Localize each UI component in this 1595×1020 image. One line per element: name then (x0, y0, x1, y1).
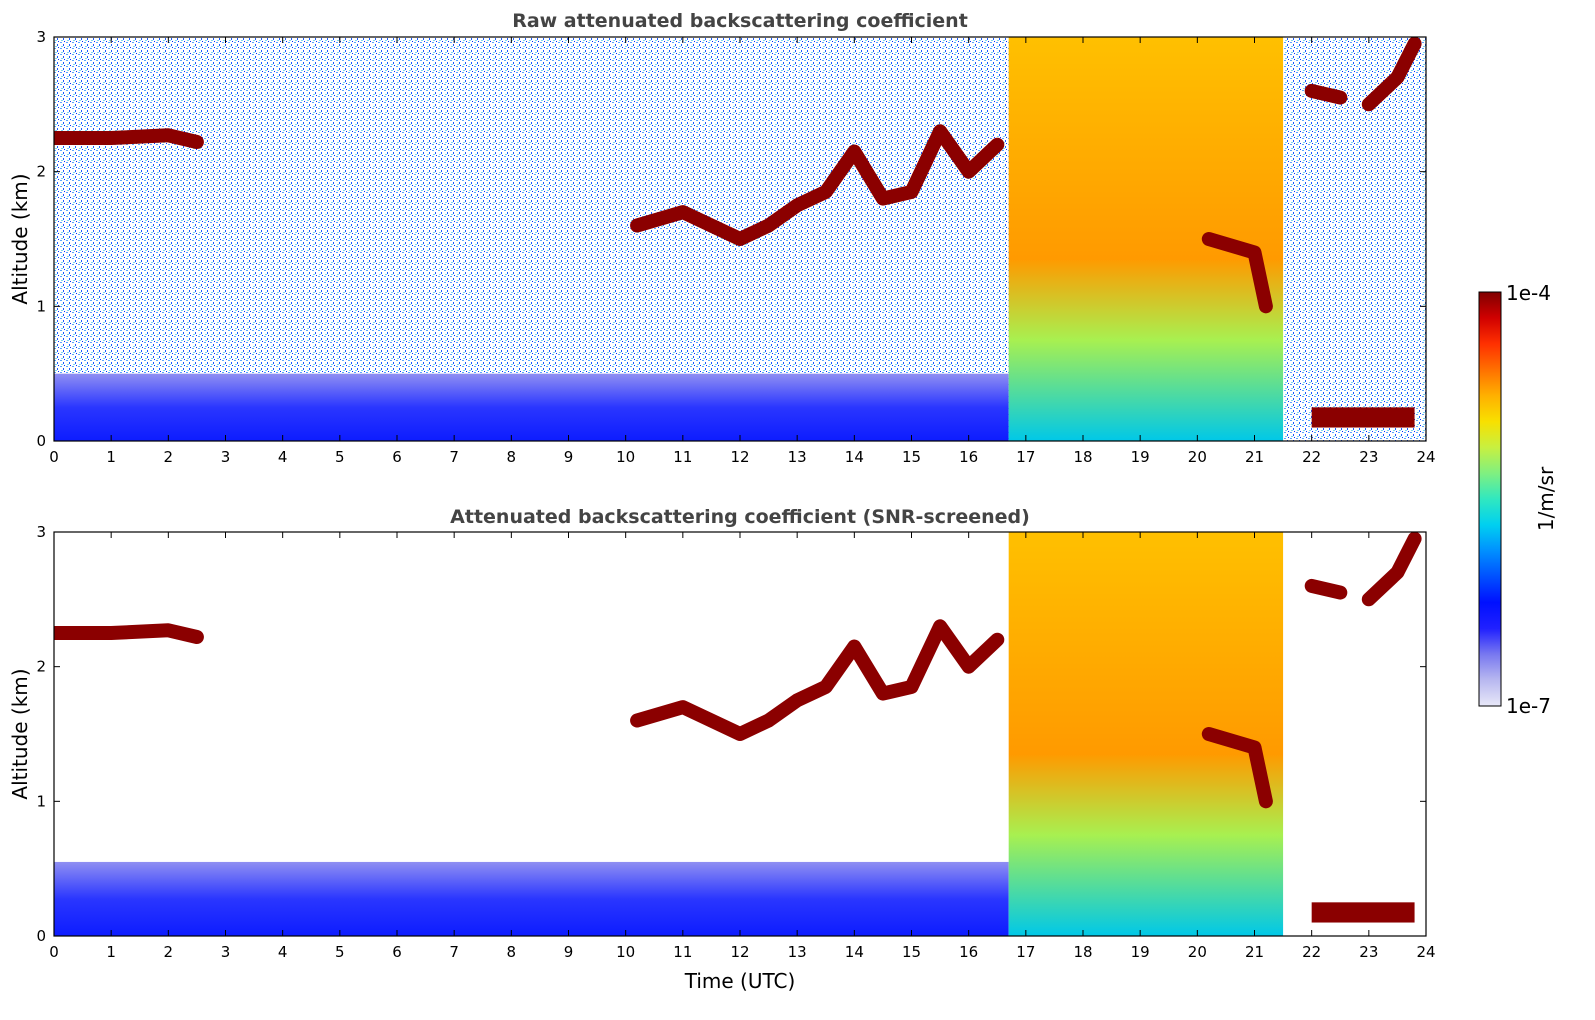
cloud-layer (1361, 37, 1422, 112)
x-tick-label: 17 (1016, 943, 1035, 961)
x-tick-label: 2 (164, 943, 174, 961)
x-tick-label: 2 (164, 448, 174, 466)
rain-column (1008, 532, 1284, 936)
rain-column (1008, 37, 1284, 441)
y-tick-label: 1 (36, 792, 46, 810)
fog-layer (1311, 407, 1415, 428)
cloud-layer (630, 124, 1005, 246)
x-tick-label: 16 (959, 943, 978, 961)
x-tick-label: 10 (616, 943, 635, 961)
y-tick-label: 2 (36, 163, 46, 181)
x-tick-label: 8 (507, 448, 517, 466)
cloud-layer (1361, 532, 1422, 607)
colorbar-min-label: 1e-7 (1506, 694, 1551, 718)
x-tick-label: 19 (1131, 943, 1150, 961)
y-tick-label: 0 (36, 432, 46, 450)
cloud-layer (1201, 727, 1273, 809)
x-tick-label: 0 (49, 448, 59, 466)
y-tick-label: 1 (36, 297, 46, 315)
x-tick-label: 14 (845, 943, 864, 961)
x-tick-label: 15 (902, 448, 921, 466)
x-tick-label: 20 (1188, 448, 1207, 466)
x-tick-label: 17 (1016, 448, 1035, 466)
panel-raw: Raw attenuated backscattering coefficien… (8, 10, 1436, 466)
y-tick-label: 3 (36, 28, 46, 46)
heatmap-features (54, 37, 1422, 441)
x-tick-label: 23 (1359, 943, 1378, 961)
panel-title: Attenuated backscattering coefficient (S… (450, 506, 1030, 528)
y-tick-label: 2 (36, 658, 46, 676)
cloud-layer (1201, 232, 1273, 314)
y-axis-label: Altitude (km) (8, 173, 32, 304)
x-tick-label: 6 (392, 448, 402, 466)
y-axis: 0 1 2 3 (36, 523, 1426, 945)
x-tick-label: 12 (730, 943, 749, 961)
y-tick-label: 0 (36, 927, 46, 945)
x-tick-label: 23 (1359, 448, 1378, 466)
colorbar-label: 1/m/sr (1534, 466, 1558, 531)
colorbar: 1e-4 1e-7 1/m/sr (1478, 281, 1558, 718)
x-tick-label: 0 (49, 943, 59, 961)
x-tick-label: 14 (845, 448, 864, 466)
panel-title: Raw attenuated backscattering coefficien… (512, 10, 968, 32)
cloud-layer (1304, 83, 1348, 105)
cloud-layer (1304, 578, 1348, 600)
x-axis: 0 1 2 3 4 5 6 7 8 9 10 11 12 13 14 15 16 17 18 19 20 21 22 23 24 (49, 37, 1436, 466)
y-axis: 0 1 2 3 (36, 28, 1426, 450)
x-tick-label: 1 (106, 448, 116, 466)
x-axis-label: Time (UTC) (684, 969, 796, 993)
x-tick-label: 10 (616, 448, 635, 466)
x-tick-label: 19 (1131, 448, 1150, 466)
x-tick-label: 18 (1073, 943, 1092, 961)
x-tick-label: 22 (1302, 943, 1321, 961)
x-tick-label: 3 (221, 943, 231, 961)
x-tick-label: 4 (278, 943, 288, 961)
cloud-layer (630, 619, 1005, 741)
x-tick-label: 13 (788, 448, 807, 466)
x-axis: 0 1 2 3 4 5 6 7 8 9 10 11 12 13 14 15 16 17 18 19 20 21 22 23 24 (49, 532, 1436, 961)
x-tick-label: 21 (1245, 943, 1264, 961)
heatmap-raw (54, 37, 1426, 441)
x-tick-label: 16 (959, 448, 978, 466)
x-tick-label: 9 (564, 943, 574, 961)
x-tick-label: 8 (507, 943, 517, 961)
x-tick-label: 15 (902, 943, 921, 961)
x-tick-label: 1 (106, 943, 116, 961)
x-tick-label: 11 (673, 448, 692, 466)
x-tick-label: 9 (564, 448, 574, 466)
y-axis-label: Altitude (km) (8, 668, 32, 799)
x-tick-label: 24 (1416, 943, 1435, 961)
x-tick-label: 7 (449, 943, 459, 961)
heatmap-features (54, 532, 1422, 936)
x-tick-label: 22 (1302, 448, 1321, 466)
x-tick-label: 12 (730, 448, 749, 466)
x-tick-label: 3 (221, 448, 231, 466)
x-tick-label: 7 (449, 448, 459, 466)
x-tick-label: 4 (278, 448, 288, 466)
colorbar-max-label: 1e-4 (1506, 281, 1551, 305)
x-tick-label: 11 (673, 943, 692, 961)
panel-screened: Attenuated backscattering coefficient (S… (8, 506, 1436, 993)
x-tick-label: 18 (1073, 448, 1092, 466)
cloud-layer (54, 623, 204, 644)
cloud-layer (54, 128, 204, 149)
x-tick-label: 24 (1416, 448, 1435, 466)
heatmap-screened (54, 532, 1426, 936)
boundary-layer (54, 373, 1009, 441)
x-tick-label: 20 (1188, 943, 1207, 961)
x-tick-label: 5 (335, 943, 345, 961)
x-tick-label: 5 (335, 448, 345, 466)
x-tick-label: 21 (1245, 448, 1264, 466)
boundary-layer (54, 861, 1009, 936)
y-tick-label: 3 (36, 523, 46, 541)
colorbar-scale (1478, 291, 1502, 707)
x-tick-label: 13 (788, 943, 807, 961)
x-tick-label: 6 (392, 943, 402, 961)
fog-layer (1311, 902, 1415, 923)
